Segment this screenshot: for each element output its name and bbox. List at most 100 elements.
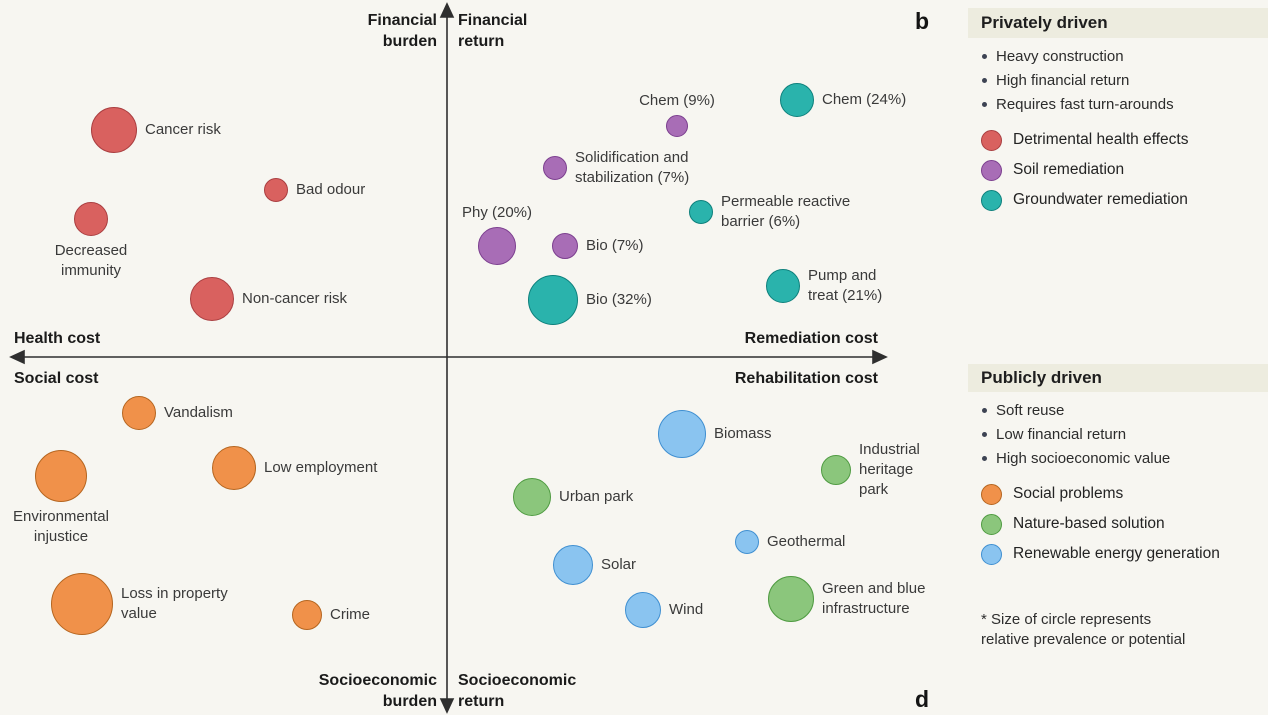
bubble-pump-and-treat-21	[766, 269, 800, 303]
bubble-decreased-immunity	[74, 202, 108, 236]
panel-letter-d: d	[915, 686, 930, 712]
panel-letter-b: b	[915, 8, 930, 34]
legend-label: Groundwater remediation	[1013, 191, 1188, 208]
bubble-bad-odour	[264, 178, 288, 202]
bubble-label-bad-odour: Bad odour	[296, 181, 366, 198]
bullet-text: Heavy construction	[996, 47, 1124, 65]
bubble-label-environmental-injustice: Environmental injustice	[13, 508, 109, 545]
bubble-label-urban-park: Urban park	[559, 488, 634, 505]
bullet-item-soft-reuse: Soft reuse	[982, 398, 1268, 422]
bubble-label-loss-in-property-value: Loss in property value	[121, 585, 228, 622]
panel-title-text: Publicly driven	[981, 368, 1102, 387]
legend-label: Soil remediation	[1013, 161, 1125, 178]
bubble-urban-park	[513, 478, 551, 516]
bullet-text: Low financial return	[996, 425, 1127, 443]
bubble-non-cancer-risk	[190, 277, 234, 321]
legend-label: Detrimental health effects	[1013, 131, 1189, 148]
panel-title-publicly-driven: Publicly driven	[968, 364, 1268, 392]
panel-category-legend: Social problems Nature-based solution Rene…	[968, 479, 1268, 569]
bubble-label-wind: Wind	[669, 601, 704, 618]
bubble-label-non-cancer-risk: Non-cancer risk	[242, 290, 348, 307]
axis-label-financial-return: Financial return	[458, 12, 528, 50]
legend-circle-icon	[981, 129, 1002, 151]
axis-label-socioeconomic-burden: Socioeconomic burden	[318, 672, 437, 710]
bullet-dot-icon	[982, 101, 987, 107]
bullet-item-low-financial-return: Low financial return	[982, 422, 1268, 446]
panel-bullet-list: Heavy construction High financial return R…	[968, 44, 1268, 116]
bubble-low-employment	[212, 446, 256, 490]
legend-item-renewable-energy-generation: Renewable energy generation	[981, 539, 1268, 569]
panel-title-text: Privately driven	[981, 13, 1108, 32]
bubble-loss-in-property-value	[51, 573, 113, 635]
legend-circle-icon	[981, 159, 1002, 181]
legend-item-groundwater-remediation: Groundwater remediation	[981, 185, 1268, 215]
bullet-text: High socioeconomic value	[996, 449, 1171, 467]
bubble-wind	[625, 592, 661, 628]
legend-label: Social problems	[1013, 485, 1124, 502]
legend-circle-icon	[981, 543, 1002, 565]
bubble-crime	[292, 600, 322, 630]
legend-item-social-problems: Social problems	[981, 479, 1268, 509]
bubble-label-green-and-blue-infrastructure: Green and blue infrastructure	[822, 580, 926, 617]
bubble-geothermal	[735, 530, 759, 554]
legend-circle-icon	[981, 189, 1002, 211]
bullet-item-requires-fast-turn-arounds: Requires fast turn-arounds	[982, 92, 1268, 116]
size-footnote: * Size of circle represents relative pre…	[981, 610, 1185, 650]
legend-circle-icon	[981, 483, 1002, 505]
legend-panel-publicly-driven: Publicly driven Soft reuse Low financial …	[968, 364, 1268, 569]
arrow-right-icon	[872, 349, 888, 365]
bullet-text: Requires fast turn-arounds	[996, 95, 1174, 113]
bubble-bio-7	[552, 233, 578, 259]
arrow-up-icon	[439, 2, 455, 18]
bubble-label-bio-32: Bio (32%)	[586, 291, 652, 308]
bubble-label-vandalism: Vandalism	[164, 404, 233, 421]
footnote-line: relative prevalence or potential	[981, 631, 1186, 648]
bubble-chem-24	[780, 83, 814, 117]
panel-bullet-list: Soft reuse Low financial return High socio…	[968, 398, 1268, 470]
bubble-green-and-blue-infrastructure	[768, 576, 814, 622]
bubble-label-decreased-immunity: Decreased immunity	[54, 242, 128, 279]
bubble-permeable-reactive-barrier-6	[689, 200, 713, 224]
bubble-label-cancer-risk: Cancer risk	[145, 121, 221, 138]
bullet-item-heavy-construction: Heavy construction	[982, 44, 1268, 68]
bullet-item-high-financial-return: High financial return	[982, 68, 1268, 92]
bullet-dot-icon	[982, 77, 987, 83]
bubble-label-solar: Solar	[601, 556, 637, 573]
bubble-vandalism	[122, 396, 156, 430]
legend-label: Nature-based solution	[1013, 515, 1165, 532]
axis-label-health-cost: Health cost	[14, 330, 101, 347]
bubble-label-permeable-reactive-barrier-6: Permeable reactive barrier (6%)	[721, 193, 851, 230]
bubble-label-industrial-heritage-park: Industrial heritage park	[859, 441, 920, 498]
bubble-chem-9	[666, 115, 688, 137]
bullet-text: Soft reuse	[996, 401, 1065, 419]
bubble-cancer-risk	[91, 107, 137, 153]
legend-item-nature-based-solution: Nature-based solution	[981, 509, 1268, 539]
bubble-label-phy-20: Phy (20%)	[461, 204, 533, 221]
bubble-label-solidification-and-stabilization-7: Solidification and stabilization (7%)	[575, 149, 690, 186]
bubble-label-crime: Crime	[330, 606, 370, 623]
axis-label-rehabilitation-cost: Rehabilitation cost	[734, 370, 878, 387]
axis-label-remediation-cost: Remediation cost	[744, 330, 878, 347]
legend-label: Renewable energy generation	[1013, 545, 1220, 562]
panel-title-privately-driven: Privately driven	[968, 8, 1268, 38]
bullet-dot-icon	[982, 431, 987, 437]
bubble-label-geothermal: Geothermal	[767, 533, 846, 550]
legend-circle-icon	[981, 513, 1002, 535]
bubble-solidification-and-stabilization-7	[543, 156, 567, 180]
bullet-dot-icon	[982, 53, 987, 59]
bubble-label-bio-7: Bio (7%)	[586, 237, 644, 254]
bubble-environmental-injustice	[35, 450, 87, 502]
bullet-text: High financial return	[996, 71, 1130, 89]
bubble-label-chem-9: Chem (9%)	[639, 92, 715, 109]
legend-panel-privately-driven: Privately driven Heavy construction High …	[968, 8, 1268, 215]
bubble-label-pump-and-treat-21: Pump and treat (21%)	[808, 267, 883, 304]
bullet-dot-icon	[982, 455, 987, 461]
bullet-dot-icon	[982, 407, 987, 413]
legend-item-soil-remediation: Soil remediation	[981, 155, 1268, 185]
bubble-solar	[553, 545, 593, 585]
axis-label-socioeconomic-return: Socioeconomic return	[458, 672, 577, 710]
arrow-left-icon	[9, 349, 25, 365]
panel-category-legend: Detrimental health effects Soil remediati…	[968, 125, 1268, 215]
